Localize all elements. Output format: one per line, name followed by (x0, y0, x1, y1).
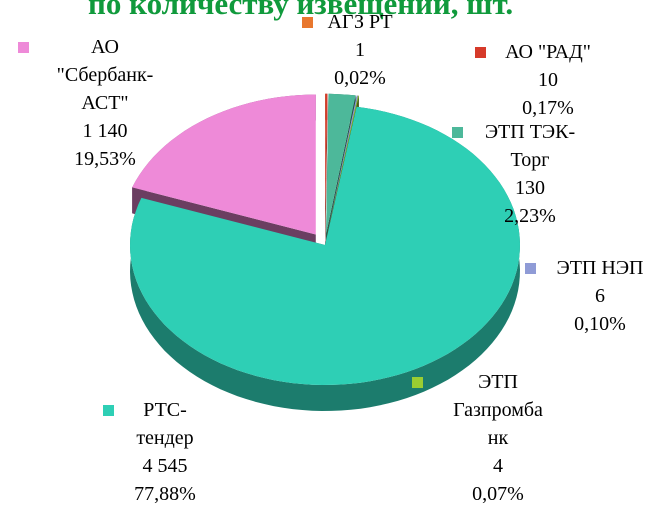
data-label: ЭТП ТЭК-Торг 130 2,23% (470, 118, 590, 230)
percent-label: 0,02% (334, 67, 386, 89)
pie-slice (327, 95, 359, 234)
legend-swatch (18, 42, 29, 53)
value-label: 1 140 (82, 120, 128, 142)
category-label: ЭТП ТЭК-Торг (484, 121, 576, 171)
category-label: ЭТП НЭП (556, 257, 644, 279)
data-label: РТС-тендер 4 545 77,88% (120, 396, 210, 508)
legend-swatch (525, 263, 536, 274)
value-label: 130 (515, 177, 545, 199)
category-label: АГЗ РТ (327, 11, 393, 33)
data-label: ЭТП НЭП 6 0,10% (545, 254, 655, 338)
percent-label: 0,17% (522, 97, 574, 119)
legend-swatch (412, 377, 423, 388)
value-label: 10 (538, 69, 558, 91)
value-label: 4 (493, 455, 503, 477)
data-label: ЭТП Газпромбанк 4 0,07% (448, 368, 548, 508)
value-label: 1 (355, 39, 365, 61)
percent-label: 0,07% (472, 483, 524, 505)
pie-slice (132, 94, 316, 235)
category-label: АО "РАД" (505, 41, 591, 63)
category-label: РТС-тендер (136, 399, 194, 449)
pie-slice (327, 95, 358, 234)
value-label: 6 (595, 285, 605, 307)
legend-swatch (103, 405, 114, 416)
pie-slice-edge (325, 93, 328, 260)
pie-slice (325, 93, 328, 234)
data-label: АО "Сбербанк-АСТ" 1 140 19,53% (55, 33, 155, 173)
category-label: АО "Сбербанк-АСТ" (56, 36, 154, 114)
data-label: АО "РАД" 10 0,17% (488, 38, 608, 122)
percent-label: 2,23% (504, 205, 556, 227)
pie-slice (326, 93, 356, 234)
value-label: 4 545 (142, 455, 188, 477)
legend-swatch (452, 127, 463, 138)
category-label: ЭТП Газпромбанк (453, 371, 543, 449)
percent-label: 0,10% (574, 313, 626, 335)
percent-label: 19,53% (74, 148, 136, 170)
legend-swatch (475, 47, 486, 58)
pie-slice (130, 106, 520, 386)
chart-title: по количеству извещений, шт. (88, 0, 513, 21)
percent-label: 77,88% (134, 483, 196, 505)
data-label: АГЗ РТ 1 0,02% (305, 8, 415, 92)
legend-swatch (302, 17, 313, 28)
